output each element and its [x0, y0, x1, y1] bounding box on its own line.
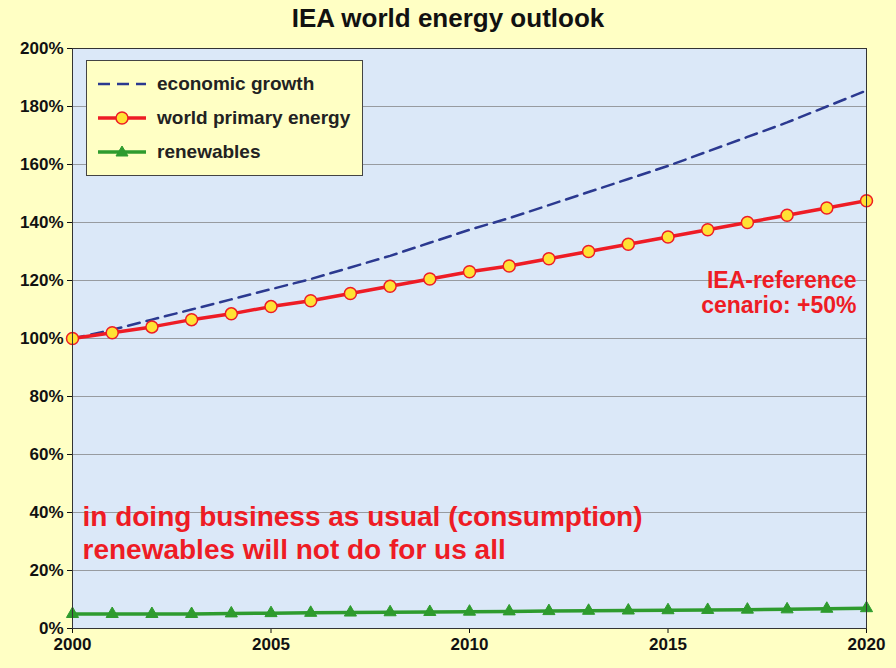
- svg-text:2000: 2000: [54, 635, 92, 654]
- svg-text:2020: 2020: [848, 635, 886, 654]
- svg-text:200%: 200%: [20, 39, 63, 58]
- svg-text:40%: 40%: [29, 503, 63, 522]
- svg-text:2005: 2005: [252, 635, 290, 654]
- svg-text:180%: 180%: [20, 97, 63, 116]
- svg-text:120%: 120%: [20, 271, 63, 290]
- svg-text:140%: 140%: [20, 213, 63, 232]
- svg-text:60%: 60%: [29, 445, 63, 464]
- svg-text:2010: 2010: [451, 635, 489, 654]
- html-text:renewables: renewables: [157, 141, 261, 162]
- svg-text:160%: 160%: [20, 155, 63, 174]
- html-text:world primary energy: world primary energy: [157, 107, 351, 128]
- svg-text:20%: 20%: [29, 561, 63, 580]
- svg-text:80%: 80%: [29, 387, 63, 406]
- svg-text:100%: 100%: [20, 329, 63, 348]
- svg-text:in doing business as usual (co: in doing business as usual (consumption)…: [83, 501, 643, 564]
- svg-text:IEA-referencecenario: +50%: IEA-referencecenario: +50%: [701, 267, 856, 318]
- svg-text:0%: 0%: [38, 618, 64, 638]
- html-text:IEA world energy outlook: IEA world energy outlook: [291, 3, 605, 33]
- svg-text:2015: 2015: [649, 635, 687, 654]
- html-text:economic growth: economic growth: [157, 73, 315, 94]
